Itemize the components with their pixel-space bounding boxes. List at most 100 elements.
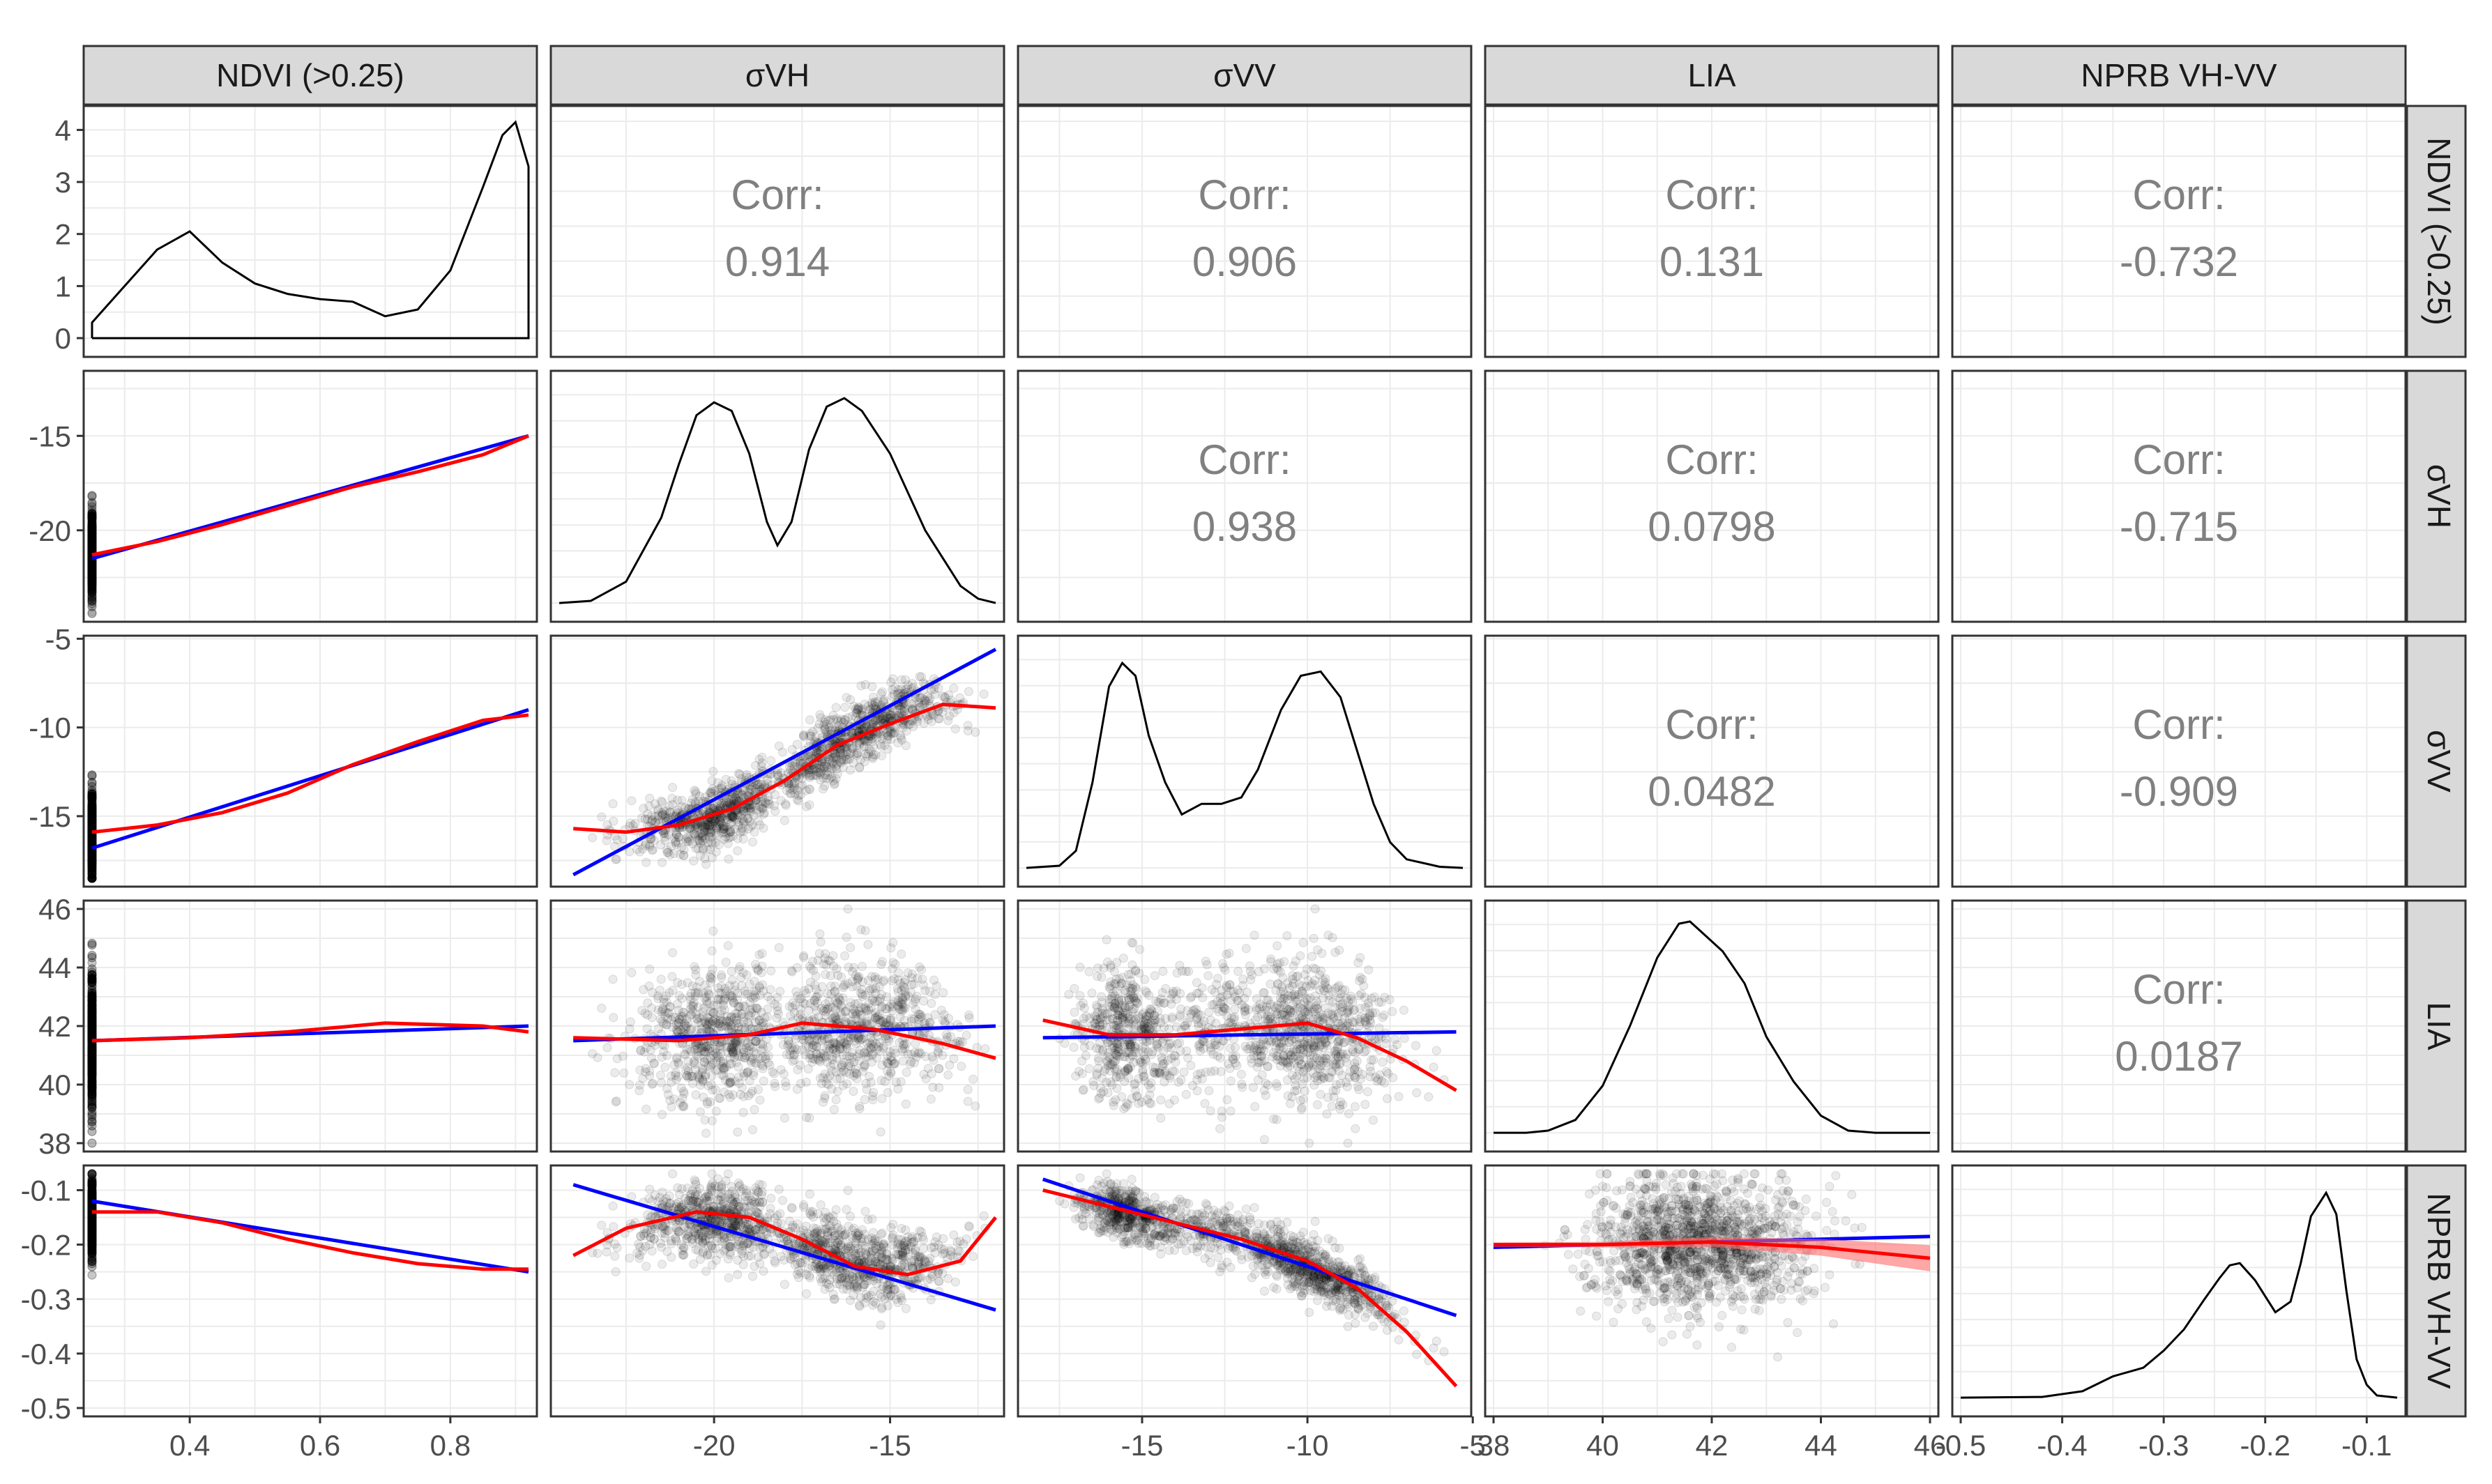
scatter-point bbox=[87, 771, 97, 781]
corr-label: Corr: bbox=[1665, 171, 1758, 218]
scatter-point bbox=[87, 523, 97, 533]
grid-lines-0-0 bbox=[84, 106, 537, 357]
scatter-point bbox=[87, 951, 97, 961]
corr-value: 0.938 bbox=[1192, 503, 1297, 550]
grid-lines-3-3 bbox=[1485, 901, 1938, 1152]
scatter-point bbox=[87, 853, 97, 863]
column-strip-label: NDVI (>0.25) bbox=[216, 57, 404, 93]
scatter-point bbox=[87, 564, 97, 574]
grid-lines-2-3 bbox=[1485, 636, 1938, 887]
scatter-point bbox=[87, 543, 97, 553]
scatter-points-2-0 bbox=[87, 770, 97, 883]
scatter-point bbox=[87, 542, 97, 551]
scatter-point bbox=[87, 541, 97, 551]
scatter-point bbox=[87, 1047, 97, 1057]
panel-bg-1-2 bbox=[1018, 371, 1471, 622]
scatter-point bbox=[87, 815, 97, 825]
scatter-point bbox=[87, 832, 97, 842]
scatter-point bbox=[87, 1121, 97, 1131]
scatter-point bbox=[87, 533, 97, 543]
scatter-point bbox=[87, 593, 97, 603]
scatter-point bbox=[87, 582, 97, 592]
density-curve-3 bbox=[1494, 920, 1930, 1134]
panel-bg-4-2 bbox=[1018, 1165, 1471, 1416]
scatter-point bbox=[87, 580, 97, 590]
scatter-point bbox=[87, 575, 97, 585]
grid-lines-1-2 bbox=[1018, 371, 1471, 622]
scatter-point bbox=[87, 790, 97, 800]
scatter-point bbox=[87, 940, 97, 950]
scatter-point bbox=[87, 1138, 97, 1148]
grid-lines-0-1 bbox=[551, 106, 1004, 357]
corr-value: 0.906 bbox=[1192, 238, 1297, 285]
scatter-point bbox=[87, 564, 97, 574]
scatter-point bbox=[87, 578, 97, 588]
grid-lines-0-3 bbox=[1485, 106, 1938, 357]
scatter-point bbox=[87, 602, 97, 611]
grid-lines-0-2 bbox=[1018, 106, 1471, 357]
corr-value: 0.914 bbox=[725, 238, 830, 285]
panel-bg-2-0 bbox=[84, 636, 537, 887]
scatter-point bbox=[87, 568, 97, 578]
corr-value: 0.0187 bbox=[2115, 1033, 2243, 1080]
scatter-point bbox=[87, 1092, 97, 1101]
density-curve-0 bbox=[91, 120, 530, 339]
scatter-point bbox=[87, 569, 97, 578]
row-strip-label: NDVI (>0.25) bbox=[2421, 137, 2457, 326]
scatter-point bbox=[87, 567, 97, 576]
panel-bg-0-0 bbox=[84, 106, 537, 357]
scatter-point bbox=[87, 782, 97, 791]
grid-lines-2-1 bbox=[551, 636, 1004, 887]
corr-label: Corr: bbox=[2132, 171, 2225, 218]
column-strip-1 bbox=[549, 45, 1005, 106]
row-strip-0 bbox=[2406, 105, 2467, 358]
grid-lines-0-4 bbox=[1952, 106, 2406, 357]
row-strip-1 bbox=[2406, 369, 2467, 623]
scatter-point bbox=[87, 537, 97, 547]
grid-lines-3-2 bbox=[1018, 901, 1471, 1152]
scatter-point bbox=[87, 537, 97, 546]
scatter-point bbox=[87, 1030, 97, 1039]
density-curve-4 bbox=[1960, 1191, 2398, 1399]
grid-lines-1-1 bbox=[551, 371, 1004, 622]
scatter-point bbox=[87, 523, 97, 533]
scatter-point bbox=[87, 573, 97, 583]
scatter-point bbox=[87, 528, 97, 538]
corr-label: Corr: bbox=[1665, 701, 1758, 748]
scatter-point bbox=[87, 538, 97, 547]
corr-value: 0.131 bbox=[1659, 238, 1764, 285]
grid-lines-2-4 bbox=[1952, 636, 2406, 887]
corr-label: Corr: bbox=[2132, 966, 2225, 1013]
scatter-point bbox=[87, 540, 97, 549]
scatter-point bbox=[87, 536, 97, 546]
grid-lines-3-4 bbox=[1952, 901, 2406, 1152]
scatter-point bbox=[87, 528, 97, 538]
panel-bg-0-2 bbox=[1018, 106, 1471, 357]
row-strip-label: σVV bbox=[2421, 730, 2457, 793]
scatter-point bbox=[87, 536, 97, 546]
panel-bg-2-4 bbox=[1952, 636, 2406, 887]
scatter-point bbox=[87, 525, 97, 535]
grid-lines-2-2 bbox=[1018, 636, 1471, 887]
row-strip-label: LIA bbox=[2421, 1002, 2457, 1050]
grid-lines-1-3 bbox=[1485, 371, 1938, 622]
scatter-point bbox=[87, 544, 97, 553]
scatter-point bbox=[87, 559, 97, 569]
grid-lines-4-4 bbox=[1952, 1165, 2406, 1416]
scatter-point bbox=[87, 866, 97, 875]
panel-bg-1-1 bbox=[551, 371, 1004, 622]
grid-lines-4-0 bbox=[84, 1165, 537, 1416]
column-strip-label: σVH bbox=[745, 57, 810, 93]
corr-label: Corr: bbox=[2132, 436, 2225, 483]
scatter-point bbox=[87, 499, 97, 509]
scatter-point bbox=[87, 517, 97, 527]
corr-value: -0.715 bbox=[2120, 503, 2238, 550]
panel-bg-2-2 bbox=[1018, 636, 1471, 887]
density-curve-2 bbox=[1026, 661, 1464, 869]
scatter-point bbox=[87, 1083, 97, 1092]
grid-lines-3-1 bbox=[551, 901, 1004, 1152]
column-strip-0 bbox=[82, 45, 538, 106]
scatter-point bbox=[87, 1107, 97, 1117]
scatter-point bbox=[87, 986, 97, 995]
scatter-point bbox=[87, 537, 97, 547]
